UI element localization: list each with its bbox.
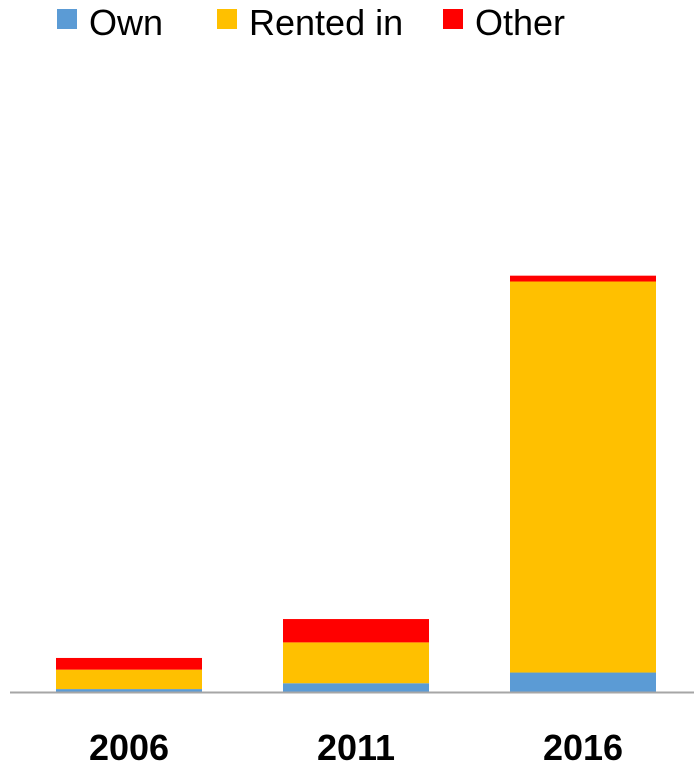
bar-2006-rented-in	[56, 669, 202, 690]
plot-area	[56, 275, 656, 692]
bar-2011-own	[283, 683, 429, 692]
legend-swatch-own	[57, 9, 77, 29]
legend-label-own: Own	[89, 2, 163, 43]
bar-2011-rented-in	[283, 642, 429, 684]
bar-2016-rented-in	[510, 281, 656, 673]
bar-2011-other	[283, 619, 429, 643]
legend-label-rented-in: Rented in	[249, 2, 403, 43]
x-tick-label-2016: 2016	[543, 727, 623, 765]
x-tick-label-2011: 2011	[317, 727, 395, 765]
bar-2016-other	[510, 275, 656, 282]
legend-label-other: Other	[475, 2, 565, 43]
bar-2006-own	[56, 689, 202, 692]
x-axis-tick-labels: 2006 2011 2016	[89, 727, 623, 765]
legend-swatch-other	[443, 9, 463, 29]
bar-2006-other	[56, 657, 202, 670]
x-tick-label-2006: 2006	[89, 727, 169, 765]
legend-swatch-rented-in	[217, 9, 237, 29]
bar-2016-own	[510, 672, 656, 692]
legend: Own Rented in Other	[57, 2, 565, 43]
